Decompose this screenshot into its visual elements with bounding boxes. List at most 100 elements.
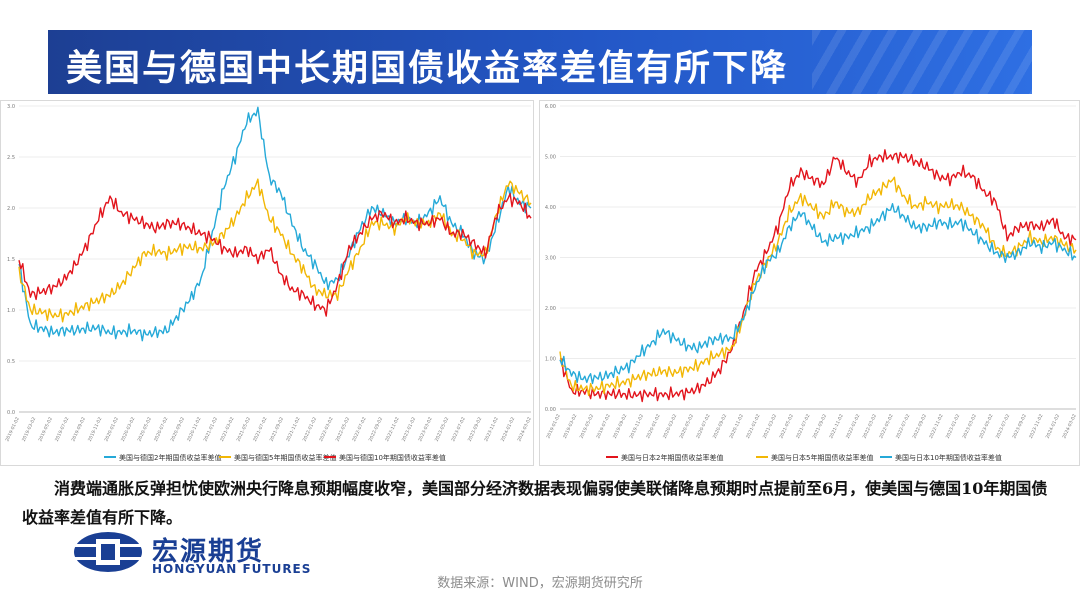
x-tick-label: 2019-11-02 [629, 413, 646, 439]
y-tick-label: 2.0 [7, 206, 15, 212]
x-tick-label: 2022-01-02 [845, 413, 862, 439]
x-tick-label: 2019-09-02 [70, 416, 87, 442]
x-tick-label: 2020-11-02 [728, 413, 745, 439]
y-tick-label: 0.5 [7, 359, 15, 365]
legend-label: 美国与德国10年期国债收益率差值 [339, 453, 446, 462]
x-tick-label: 2019-05-02 [579, 413, 596, 439]
x-tick-label: 2020-01-02 [645, 413, 662, 439]
x-tick-label: 2020-05-02 [136, 416, 153, 442]
x-tick-label: 2023-09-02 [467, 416, 484, 442]
x-tick-label: 2020-03-02 [662, 413, 679, 439]
x-tick-label: 2020-01-02 [103, 416, 120, 442]
logo-text-cn: 宏源期货 [152, 537, 265, 567]
x-tick-label: 2021-01-02 [203, 416, 220, 442]
x-tick-label: 2020-11-02 [186, 416, 203, 442]
series-line [559, 176, 1077, 397]
x-tick-label: 2020-05-02 [678, 413, 695, 439]
x-tick-label: 2023-11-02 [483, 416, 500, 442]
x-tick-label: 2019-11-02 [87, 416, 104, 442]
y-tick-label: 0.0 [7, 410, 15, 416]
x-tick-label: 2023-05-02 [978, 413, 995, 439]
x-tick-label: 2022-03-02 [862, 413, 879, 439]
x-tick-label: 2022-07-02 [895, 413, 912, 439]
series-line [18, 178, 532, 323]
x-tick-label: 2023-09-02 [1011, 413, 1028, 439]
x-tick-label: 2021-11-02 [828, 413, 845, 439]
legend-label: 美国与日本10年期国债收益率差值 [895, 453, 1002, 462]
x-tick-label: 2024-03-02 [1061, 413, 1078, 439]
x-tick-label: 2022-11-02 [928, 413, 945, 439]
x-tick-label: 2022-01-02 [302, 416, 319, 442]
x-tick-label: 2021-03-02 [762, 413, 779, 439]
x-tick-label: 2020-03-02 [120, 416, 137, 442]
x-tick-label: 2019-01-02 [545, 413, 562, 439]
commentary-text: 消费端通胀反弹担忧使欧洲央行降息预期幅度收窄，美国部分经济数据表现偏弱使美联储降… [22, 479, 1048, 527]
x-tick-label: 2021-01-02 [745, 413, 762, 439]
x-tick-label: 2020-09-02 [169, 416, 186, 442]
y-tick-label: 2.00 [545, 306, 556, 312]
x-tick-label: 2021-09-02 [812, 413, 829, 439]
x-tick-label: 2022-07-02 [351, 416, 368, 442]
y-tick-label: 4.00 [545, 205, 556, 211]
x-tick-label: 2022-05-02 [335, 416, 352, 442]
x-tick-label: 2023-05-02 [434, 416, 451, 442]
series-line [18, 192, 532, 317]
x-tick-label: 2020-07-02 [153, 416, 170, 442]
y-tick-label: 0.00 [545, 407, 556, 413]
legend-label: 美国与德国2年期国债收益率差值 [119, 453, 221, 462]
x-tick-label: 2019-03-02 [562, 413, 579, 439]
chart-panel-us-germany: 3.0 2.5 2.0 1.5 1.0 0.5 0.0 2019-01-02 2019-03-0… [0, 100, 534, 466]
x-tick-label: 2021-07-02 [795, 413, 812, 439]
x-tick-label: 2023-07-02 [450, 416, 467, 442]
x-tick-label: 2021-07-02 [252, 416, 269, 442]
x-tick-label: 2023-11-02 [1028, 413, 1045, 439]
x-tick-label: 2021-05-02 [778, 413, 795, 439]
chart-panel-us-japan: 6.00 5.00 4.00 3.00 2.00 1.00 0.00 2019-01-02 20… [539, 100, 1080, 466]
y-tick-label: 1.00 [545, 357, 556, 363]
x-tick-label: 2022-05-02 [878, 413, 895, 439]
x-tick-label: 2019-09-02 [612, 413, 629, 439]
x-tick-label: 2023-07-02 [995, 413, 1012, 439]
x-tick-label: 2022-03-02 [318, 416, 335, 442]
data-source: 数据来源：WIND，宏源期货研究所 [437, 576, 643, 591]
x-tick-label: 2024-03-02 [516, 416, 533, 442]
x-tick-label: 2022-09-02 [368, 416, 385, 442]
x-tick-label: 2024-01-02 [1045, 413, 1062, 439]
logo-text-en: HONGYUAN FUTURES [152, 562, 312, 576]
x-tick-label: 2022-11-02 [384, 416, 401, 442]
x-tick-label: 2020-07-02 [695, 413, 712, 439]
legend-label: 美国与日本5年期国债收益率差值 [771, 453, 873, 462]
series-line [18, 106, 532, 342]
y-tick-label: 3.0 [7, 104, 15, 110]
series-line [559, 202, 1077, 385]
hongyuan-logo-icon [74, 532, 142, 572]
x-tick-label: 2021-03-02 [219, 416, 236, 442]
y-tick-label: 1.5 [7, 257, 15, 263]
y-tick-label: 2.5 [7, 155, 15, 161]
legend-label: 美国与德国5年期国债收益率差值 [234, 453, 336, 462]
x-tick-label: 2023-03-02 [417, 416, 434, 442]
x-tick-label: 2019-01-02 [4, 416, 21, 442]
x-tick-label: 2019-07-02 [595, 413, 612, 439]
y-tick-label: 1.0 [7, 308, 15, 314]
title-banner: 美国与德国中长期国债收益率差值有所下降 [48, 30, 1032, 94]
x-tick-label: 2019-05-02 [37, 416, 54, 442]
x-tick-label: 2021-09-02 [269, 416, 286, 442]
page-title: 美国与德国中长期国债收益率差值有所下降 [66, 47, 789, 89]
x-tick-label: 2023-01-02 [401, 416, 418, 442]
x-tick-label: 2022-09-02 [912, 413, 929, 439]
series-line [559, 149, 1077, 403]
x-tick-label: 2019-07-02 [54, 416, 71, 442]
x-tick-label: 2021-05-02 [236, 416, 253, 442]
y-tick-label: 3.00 [545, 256, 556, 262]
x-tick-label: 2020-09-02 [712, 413, 729, 439]
x-tick-label: 2023-01-02 [945, 413, 962, 439]
y-tick-label: 5.00 [545, 155, 556, 161]
x-tick-label: 2021-11-02 [285, 416, 302, 442]
x-tick-label: 2024-01-02 [500, 416, 517, 442]
x-tick-label: 2023-03-02 [961, 413, 978, 439]
legend-label: 美国与日本2年期国债收益率差值 [621, 453, 723, 462]
x-tick-label: 2019-03-02 [21, 416, 38, 442]
